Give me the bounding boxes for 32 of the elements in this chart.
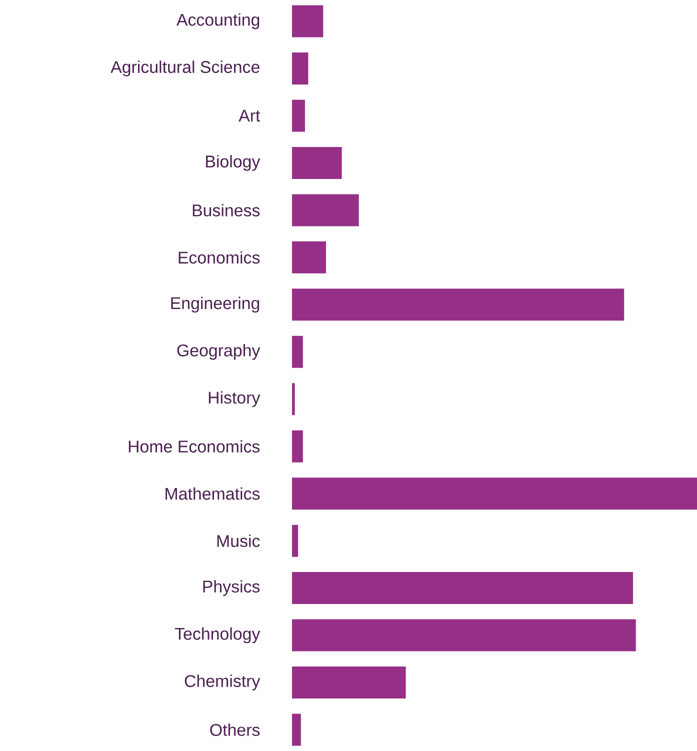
bar [292,336,303,368]
y-tick-label: Others [210,724,260,736]
y-tick-label: Physics [203,580,260,596]
y-tick-label: Geography [177,344,260,360]
y-tick-label: Accounting [176,13,260,30]
y-tick-label: Business [192,204,260,216]
bar [292,478,697,510]
bar [292,430,303,462]
y-tick-label: History [208,391,260,408]
y-tick-label: Engineering [171,296,260,313]
bar [292,241,326,274]
y-tick-label: Biology [206,155,260,171]
y-tick-label: Art [238,110,260,122]
bar [292,288,624,321]
bar [292,524,298,557]
bar [292,5,324,38]
y-tick-label: Home Economics [128,440,260,453]
bar [292,146,342,179]
bar [292,100,305,132]
bar [292,666,406,699]
bar [292,714,301,746]
bar [292,619,636,652]
y-tick-label: Chemistry [184,674,260,690]
y-tick-label: Agricultural Science [110,60,260,76]
y-tick-label: Mathematics [166,487,260,500]
bar [292,383,295,416]
bar [292,194,359,226]
y-tick-label: Technology [174,627,260,644]
y-tick-label: Economics [178,251,260,264]
bar [292,52,308,84]
bar [292,572,634,604]
y-tick-label: Music [217,534,260,548]
